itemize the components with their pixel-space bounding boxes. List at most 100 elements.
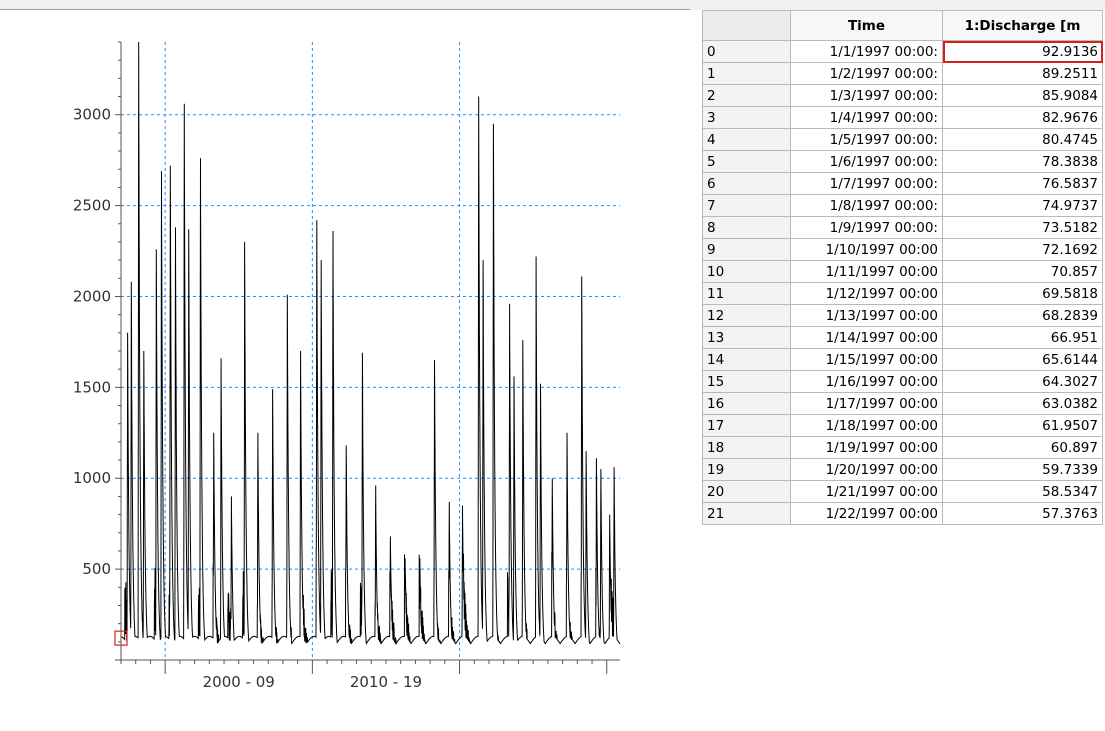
- table-row[interactable]: 0 1/1/1997 00:00: 92.9136: [702, 40, 1103, 63]
- time-cell[interactable]: 1/6/1997 00:00:: [790, 150, 943, 173]
- row-index-cell[interactable]: 5: [702, 150, 791, 173]
- row-index-cell[interactable]: 21: [702, 502, 791, 525]
- time-cell[interactable]: 1/13/1997 00:00: [790, 304, 943, 327]
- row-index-cell[interactable]: 16: [702, 392, 791, 415]
- table-row[interactable]: 12 1/13/1997 00:00 68.2839: [702, 304, 1103, 327]
- discharge-cell[interactable]: 59.7339: [942, 458, 1103, 481]
- discharge-cell[interactable]: 64.3027: [942, 370, 1103, 393]
- time-cell[interactable]: 1/11/1997 00:00: [790, 260, 943, 283]
- row-index-cell[interactable]: 0: [702, 40, 791, 63]
- time-cell[interactable]: 1/1/1997 00:00:: [790, 40, 943, 63]
- row-index-cell[interactable]: 1: [702, 62, 791, 85]
- time-cell[interactable]: 1/15/1997 00:00: [790, 348, 943, 371]
- table-row[interactable]: 19 1/20/1997 00:00 59.7339: [702, 458, 1103, 481]
- table-row[interactable]: 13 1/14/1997 00:00 66.951: [702, 326, 1103, 349]
- time-cell[interactable]: 1/7/1997 00:00:: [790, 172, 943, 195]
- table-row[interactable]: 16 1/17/1997 00:00 63.0382: [702, 392, 1103, 415]
- time-cell[interactable]: 1/22/1997 00:00: [790, 502, 943, 525]
- discharge-cell[interactable]: 60.897: [942, 436, 1103, 459]
- row-index-cell[interactable]: 17: [702, 414, 791, 437]
- table-row[interactable]: 11 1/12/1997 00:00 69.5818: [702, 282, 1103, 305]
- discharge-cell[interactable]: 73.5182: [942, 216, 1103, 239]
- time-cell[interactable]: 1/5/1997 00:00:: [790, 128, 943, 151]
- top-border: [0, 0, 1105, 10]
- row-index-cell[interactable]: 4: [702, 128, 791, 151]
- table-row[interactable]: 8 1/9/1997 00:00: 73.5182: [702, 216, 1103, 239]
- table-row[interactable]: 10 1/11/1997 00:00 70.857: [702, 260, 1103, 283]
- discharge-cell[interactable]: 85.9084: [942, 84, 1103, 107]
- time-cell[interactable]: 1/16/1997 00:00: [790, 370, 943, 393]
- row-index-cell[interactable]: 8: [702, 216, 791, 239]
- selected-point-marker: [114, 630, 128, 646]
- table-row[interactable]: 17 1/18/1997 00:00 61.9507: [702, 414, 1103, 437]
- time-cell[interactable]: 1/21/1997 00:00: [790, 480, 943, 503]
- plot-area: [121, 42, 620, 660]
- grid-corner-cell[interactable]: [702, 10, 791, 41]
- time-cell[interactable]: 1/12/1997 00:00: [790, 282, 943, 305]
- time-cell[interactable]: 1/2/1997 00:00:: [790, 62, 943, 85]
- table-row[interactable]: 14 1/15/1997 00:00 65.6144: [702, 348, 1103, 371]
- table-row[interactable]: 20 1/21/1997 00:00 58.5347: [702, 480, 1103, 503]
- discharge-cell[interactable]: 76.5837: [942, 172, 1103, 195]
- discharge-cell[interactable]: 63.0382: [942, 392, 1103, 415]
- discharge-cell[interactable]: 89.2511: [942, 62, 1103, 85]
- time-cell[interactable]: 1/9/1997 00:00:: [790, 216, 943, 239]
- discharge-cell-selected[interactable]: 92.9136: [942, 40, 1103, 63]
- time-cell[interactable]: 1/20/1997 00:00: [790, 458, 943, 481]
- discharge-chart[interactable]: 500 1000 1500 2000 2500 3000 2000 - 09 2010 - 1…: [0, 10, 690, 731]
- discharge-cell[interactable]: 70.857: [942, 260, 1103, 283]
- column-header-time[interactable]: Time: [790, 10, 943, 41]
- discharge-cell[interactable]: 78.3838: [942, 150, 1103, 173]
- row-index-cell[interactable]: 12: [702, 304, 791, 327]
- table-row[interactable]: 3 1/4/1997 00:00: 82.9676: [702, 106, 1103, 129]
- row-index-cell[interactable]: 20: [702, 480, 791, 503]
- row-index-cell[interactable]: 19: [702, 458, 791, 481]
- y-tick-label: 3000: [73, 106, 111, 124]
- time-cell[interactable]: 1/14/1997 00:00: [790, 326, 943, 349]
- table-row[interactable]: 1 1/2/1997 00:00: 89.2511: [702, 62, 1103, 85]
- table-row[interactable]: 5 1/6/1997 00:00: 78.3838: [702, 150, 1103, 173]
- discharge-cell[interactable]: 80.4745: [942, 128, 1103, 151]
- discharge-cell[interactable]: 66.951: [942, 326, 1103, 349]
- discharge-chart-panel[interactable]: 500 1000 1500 2000 2500 3000 2000 - 09 2010 - 1…: [0, 10, 690, 731]
- table-row[interactable]: 21 1/22/1997 00:00 57.3763: [702, 502, 1103, 525]
- row-index-cell[interactable]: 3: [702, 106, 791, 129]
- column-header-discharge[interactable]: 1:Discharge [m: [942, 10, 1103, 41]
- discharge-cell[interactable]: 68.2839: [942, 304, 1103, 327]
- discharge-cell[interactable]: 82.9676: [942, 106, 1103, 129]
- table-row[interactable]: 6 1/7/1997 00:00: 76.5837: [702, 172, 1103, 195]
- discharge-cell[interactable]: 61.9507: [942, 414, 1103, 437]
- discharge-cell[interactable]: 58.5347: [942, 480, 1103, 503]
- time-cell[interactable]: 1/17/1997 00:00: [790, 392, 943, 415]
- discharge-series-line: [120, 41, 621, 646]
- row-index-cell[interactable]: 6: [702, 172, 791, 195]
- row-index-cell[interactable]: 2: [702, 84, 791, 107]
- table-row[interactable]: 9 1/10/1997 00:00 72.1692: [702, 238, 1103, 261]
- discharge-cell[interactable]: 74.9737: [942, 194, 1103, 217]
- row-index-cell[interactable]: 18: [702, 436, 791, 459]
- table-row[interactable]: 18 1/19/1997 00:00 60.897: [702, 436, 1103, 459]
- data-grid-panel[interactable]: Time 1:Discharge [m 0 1/1/1997 00:00: 92.9…: [702, 10, 1103, 731]
- row-index-cell[interactable]: 15: [702, 370, 791, 393]
- discharge-cell[interactable]: 57.3763: [942, 502, 1103, 525]
- discharge-cell[interactable]: 72.1692: [942, 238, 1103, 261]
- time-cell[interactable]: 1/8/1997 00:00:: [790, 194, 943, 217]
- time-cell[interactable]: 1/19/1997 00:00: [790, 436, 943, 459]
- row-index-cell[interactable]: 14: [702, 348, 791, 371]
- row-index-cell[interactable]: 13: [702, 326, 791, 349]
- row-index-cell[interactable]: 9: [702, 238, 791, 261]
- time-cell[interactable]: 1/10/1997 00:00: [790, 238, 943, 261]
- table-row[interactable]: 4 1/5/1997 00:00: 80.4745: [702, 128, 1103, 151]
- row-index-cell[interactable]: 7: [702, 194, 791, 217]
- table-row[interactable]: 7 1/8/1997 00:00: 74.9737: [702, 194, 1103, 217]
- time-cell[interactable]: 1/18/1997 00:00: [790, 414, 943, 437]
- row-index-cell[interactable]: 11: [702, 282, 791, 305]
- discharge-cell[interactable]: 65.6144: [942, 348, 1103, 371]
- time-cell[interactable]: 1/4/1997 00:00:: [790, 106, 943, 129]
- table-row[interactable]: 2 1/3/1997 00:00: 85.9084: [702, 84, 1103, 107]
- row-index-cell[interactable]: 10: [702, 260, 791, 283]
- table-row[interactable]: 15 1/16/1997 00:00 64.3027: [702, 370, 1103, 393]
- time-cell[interactable]: 1/3/1997 00:00:: [790, 84, 943, 107]
- discharge-cell[interactable]: 69.5818: [942, 282, 1103, 305]
